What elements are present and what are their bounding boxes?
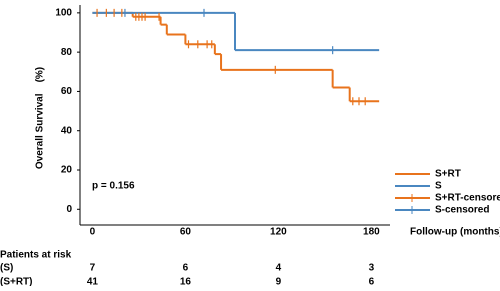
legend-label: S+RT-censored [435, 193, 500, 204]
y-tick-label: 100 [55, 7, 72, 18]
risk-row-label: (S+RT) [0, 277, 33, 286]
x-tick-label: 120 [270, 227, 287, 238]
y-tick-label: 20 [61, 165, 73, 176]
risk-row-label: (S) [0, 263, 13, 274]
x-tick-label: 180 [363, 227, 380, 238]
risk-value: 16 [180, 277, 192, 286]
risk-value: 6 [369, 277, 375, 286]
y-axis-label: Overall Survival (%) [35, 67, 46, 169]
y-tick-label: 60 [61, 86, 73, 97]
x-tick-label: 0 [90, 227, 96, 238]
p-value: p = 0.156 [92, 181, 135, 192]
legend-label: S-censored [435, 205, 489, 216]
x-tick-label: 60 [180, 227, 192, 238]
risk-value: 6 [183, 263, 189, 274]
risk-value: 3 [369, 263, 375, 274]
legend-label: S [435, 181, 442, 192]
risk-value: 9 [276, 277, 282, 286]
risk-value: 41 [87, 277, 99, 286]
risk-value: 4 [276, 263, 282, 274]
risk-title: Patients at risk [0, 250, 72, 261]
y-tick-label: 0 [66, 204, 72, 215]
y-tick-label: 40 [61, 125, 73, 136]
legend-label: S+RT [435, 169, 461, 180]
x-axis-label: Follow-up (months) [410, 227, 500, 238]
risk-value: 7 [90, 263, 96, 274]
y-tick-label: 80 [61, 47, 73, 58]
